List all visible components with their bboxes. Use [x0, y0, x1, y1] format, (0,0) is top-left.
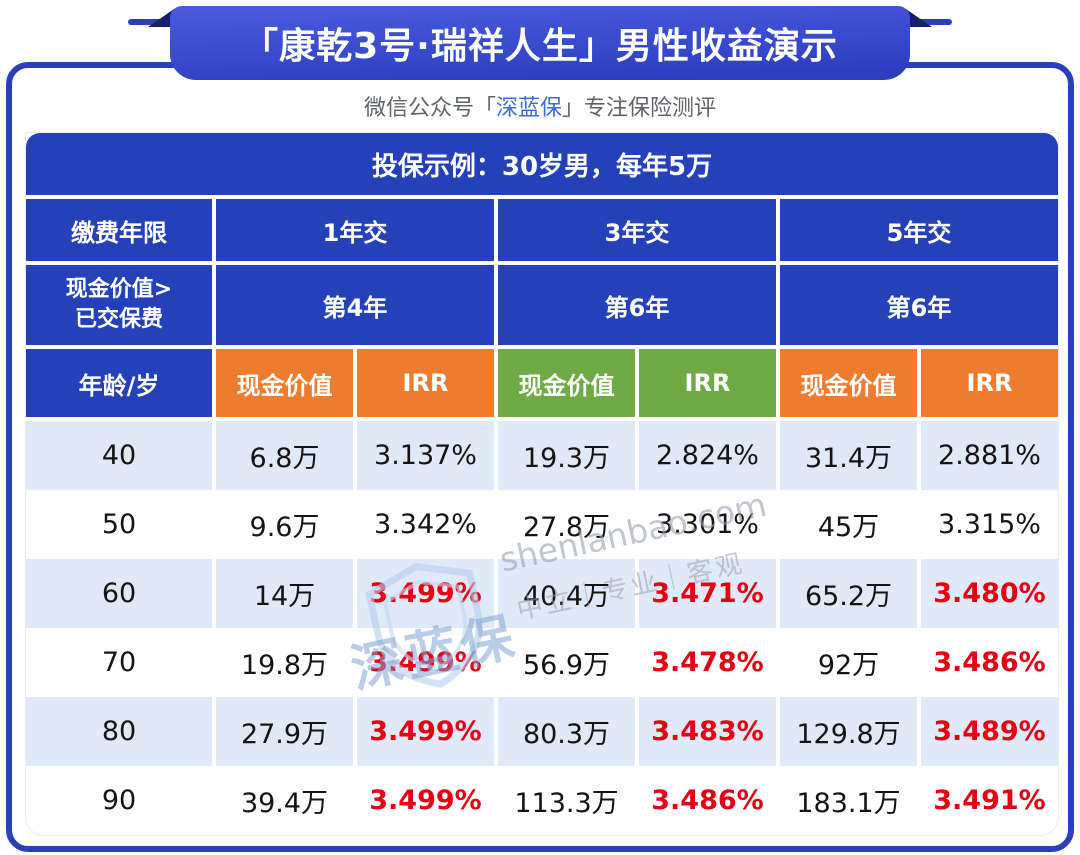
- cash-value-cell: 56.9万: [498, 628, 635, 697]
- cash-value-cell: 39.4万: [216, 766, 353, 835]
- payment-term-5yr: 5年交: [780, 199, 1058, 261]
- cash-value-cell: 19.3万: [498, 421, 635, 490]
- benefit-table: 投保示例：30岁男，每年5万 缴费年限 1年交 3年交 5年交 现金价值> 已交…: [26, 133, 1058, 835]
- cash-value-cell: 113.3万: [498, 766, 635, 835]
- cash-value-cell: 9.6万: [216, 490, 353, 559]
- table-row: 90 39.4万 3.499% 113.3万 3.486% 183.1万 3.491%: [26, 766, 1058, 835]
- irr-cell: 3.483%: [639, 697, 776, 766]
- cash-value-cell: 92万: [780, 628, 917, 697]
- subtitle-suffix: 专注保险测评: [584, 96, 717, 121]
- age-cell: 40: [26, 421, 212, 490]
- irr-cell: 3.301%: [639, 490, 776, 559]
- breakeven-label-line2: 已交保费: [74, 307, 163, 332]
- cash-value-header-3: 现金价值: [780, 349, 917, 417]
- irr-cell: 3.486%: [639, 766, 776, 835]
- irr-header-1: IRR: [357, 349, 494, 417]
- brand-name: 深蓝保: [495, 96, 562, 121]
- subtitle-bracket-open: 「: [473, 96, 496, 121]
- irr-header-3: IRR: [921, 349, 1058, 417]
- age-cell: 80: [26, 697, 212, 766]
- subtitle-bracket-close: 」: [562, 96, 585, 121]
- age-cell: 50: [26, 490, 212, 559]
- subtitle-prefix: 微信公众号: [363, 96, 474, 121]
- payment-term-3yr: 3年交: [498, 199, 776, 261]
- payment-term-1yr: 1年交: [216, 199, 494, 261]
- table-row: 50 9.6万 3.342% 27.8万 3.301% 45万 3.315%: [26, 490, 1058, 559]
- irr-cell: 3.480%: [921, 559, 1058, 628]
- age-cell: 60: [26, 559, 212, 628]
- table-row: 60 14万 3.499% 40.4万 3.471% 65.2万 3.480%: [26, 559, 1058, 628]
- irr-cell: 3.471%: [639, 559, 776, 628]
- breakeven-label: 现金价值> 已交保费: [26, 265, 212, 345]
- table-row: 80 27.9万 3.499% 80.3万 3.483% 129.8万 3.489%: [26, 697, 1058, 766]
- irr-cell: 3.342%: [357, 490, 494, 559]
- cash-value-cell: 19.8万: [216, 628, 353, 697]
- breakeven-label-line1: 现金价值>: [65, 277, 173, 303]
- table-row: 40 6.8万 3.137% 19.3万 2.824% 31.4万 2.881%: [26, 421, 1058, 490]
- cash-value-cell: 129.8万: [780, 697, 917, 766]
- irr-cell: 3.499%: [357, 559, 494, 628]
- breakeven-year-3: 第6年: [780, 265, 1058, 345]
- cash-value-cell: 31.4万: [780, 421, 917, 490]
- irr-cell: 3.478%: [639, 628, 776, 697]
- irr-cell: 3.499%: [357, 697, 494, 766]
- irr-cell: 3.486%: [921, 628, 1058, 697]
- irr-cell: 3.499%: [357, 766, 494, 835]
- column-header-row: 年龄/岁 现金价值 IRR 现金价值 IRR 现金价值 IRR: [26, 349, 1058, 417]
- example-header-row: 投保示例：30岁男，每年5万: [26, 133, 1058, 195]
- irr-cell: 2.881%: [921, 421, 1058, 490]
- page-title: 「康乾3号·瑞祥人生」男性收益演示: [242, 26, 838, 67]
- payment-term-row: 缴费年限 1年交 3年交 5年交: [26, 199, 1058, 261]
- irr-cell: 3.315%: [921, 490, 1058, 559]
- cash-value-cell: 27.8万: [498, 490, 635, 559]
- cash-value-cell: 40.4万: [498, 559, 635, 628]
- age-cell: 70: [26, 628, 212, 697]
- cash-value-cell: 80.3万: [498, 697, 635, 766]
- table-body: 40 6.8万 3.137% 19.3万 2.824% 31.4万 2.881% 50 9.6万…: [26, 421, 1058, 835]
- cash-value-header-1: 现金价值: [216, 349, 353, 417]
- cash-value-cell: 183.1万: [780, 766, 917, 835]
- banner-ribbon-tail-left: [128, 19, 176, 25]
- table-row: 70 19.8万 3.499% 56.9万 3.478% 92万 3.486%: [26, 628, 1058, 697]
- irr-cell: 3.491%: [921, 766, 1058, 835]
- age-cell: 90: [26, 766, 212, 835]
- cash-value-cell: 14万: [216, 559, 353, 628]
- breakeven-row: 现金价值> 已交保费 第4年 第6年 第6年: [26, 265, 1058, 345]
- irr-cell: 2.824%: [639, 421, 776, 490]
- cash-value-cell: 27.9万: [216, 697, 353, 766]
- irr-cell: 3.499%: [357, 628, 494, 697]
- subtitle: 微信公众号「深蓝保」专注保险测评: [0, 90, 1080, 122]
- irr-header-2: IRR: [639, 349, 776, 417]
- cash-value-cell: 6.8万: [216, 421, 353, 490]
- cash-value-cell: 45万: [780, 490, 917, 559]
- breakeven-year-1: 第4年: [216, 265, 494, 345]
- cash-value-cell: 65.2万: [780, 559, 917, 628]
- breakeven-year-2: 第6年: [498, 265, 776, 345]
- banner-ribbon-tail-right: [904, 19, 952, 25]
- example-header: 投保示例：30岁男，每年5万: [26, 133, 1058, 195]
- payment-term-label: 缴费年限: [26, 199, 212, 261]
- irr-cell: 3.137%: [357, 421, 494, 490]
- page-title-banner: 「康乾3号·瑞祥人生」男性收益演示: [170, 6, 910, 80]
- cash-value-header-2: 现金价值: [498, 349, 635, 417]
- irr-cell: 3.489%: [921, 697, 1058, 766]
- age-column-header: 年龄/岁: [26, 349, 212, 417]
